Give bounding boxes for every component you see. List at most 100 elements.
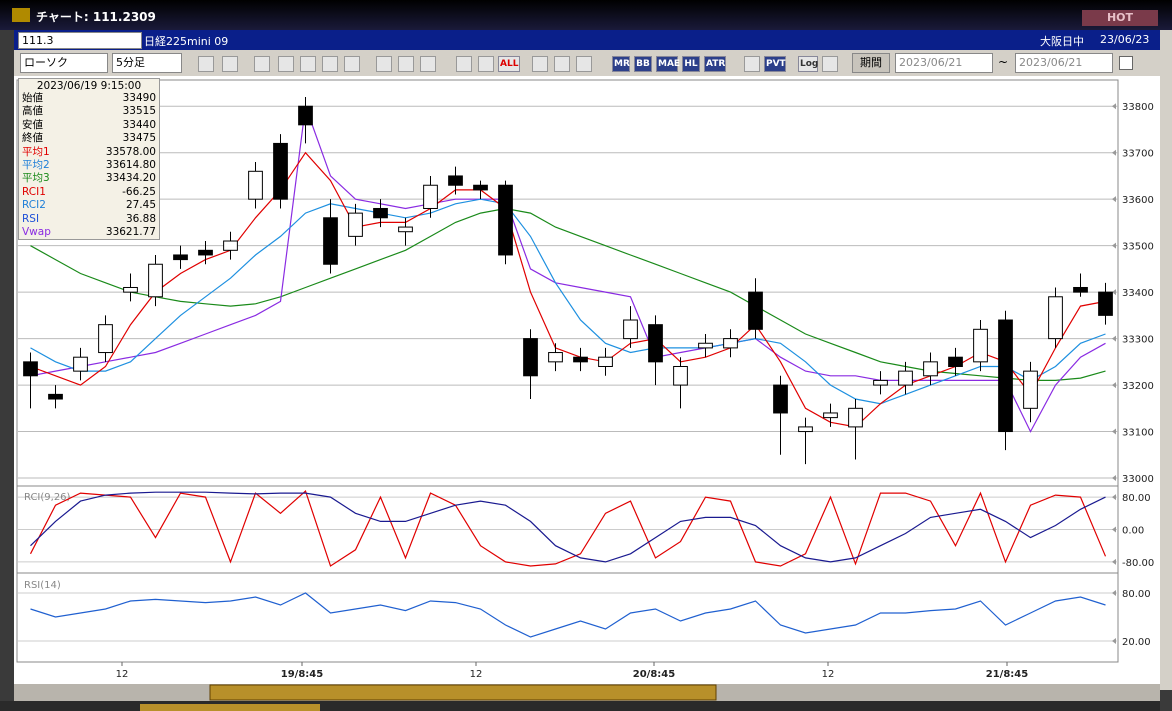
hl-button[interactable]: HL — [682, 56, 700, 72]
chart-type-select[interactable]: ローソク — [20, 53, 108, 73]
chart: 33000 33100 33200 33300 33400 33500 33600 33700… — [0, 76, 1160, 711]
y-tick-label: 33000 — [1122, 474, 1154, 485]
y-tick-label: 33600 — [1122, 195, 1154, 206]
info-value: 33515 — [122, 105, 156, 118]
candle-body — [873, 379, 888, 386]
interval-select[interactable]: 5分足 — [112, 53, 182, 73]
indicator-line — [29, 489, 1107, 567]
mr-button[interactable]: MR — [612, 56, 630, 72]
tool-icon[interactable] — [456, 56, 472, 72]
indicator-line — [30, 491, 1106, 563]
info-value: 33578.00 — [105, 145, 156, 158]
info-value: 33475 — [122, 132, 156, 145]
tool-icon[interactable] — [376, 56, 392, 72]
symbol-code[interactable]: 111.3 — [18, 32, 142, 49]
candle-body — [523, 338, 538, 377]
tool-icon[interactable] — [478, 56, 494, 72]
tool-icon[interactable] — [554, 56, 570, 72]
tool-icon[interactable] — [744, 56, 760, 72]
mae-button[interactable]: MAE — [656, 56, 680, 72]
date-from[interactable]: 2023/06/21 — [895, 53, 993, 73]
date: 23/06/23 — [1100, 33, 1150, 46]
candle-body — [298, 105, 313, 126]
y-tick-label: 33800 — [1122, 102, 1154, 113]
indicator-line — [30, 592, 1106, 638]
candle-body — [998, 319, 1013, 433]
y-tick-label: 20.00 — [1122, 637, 1151, 648]
period-button[interactable]: 期間 — [852, 53, 890, 73]
candle-body — [348, 212, 363, 237]
tick-arrow — [1112, 475, 1116, 482]
info-label: 終値 — [22, 132, 43, 145]
candle-body — [798, 426, 813, 433]
y-tick-label: 33500 — [1122, 242, 1154, 253]
tool-icon[interactable] — [822, 56, 838, 72]
candle-body — [1048, 296, 1063, 340]
info-label: Vwap — [22, 226, 51, 239]
y-tick-label: 0.00 — [1122, 526, 1144, 537]
y-tick-label: 33300 — [1122, 335, 1154, 346]
candle-body — [973, 328, 988, 363]
info-label: 高値 — [22, 105, 43, 118]
tick-arrow — [1112, 335, 1116, 342]
candle-body — [248, 170, 263, 200]
symbol-bar: 111.3 日経225mini 09 大阪日中 23/06/23 — [14, 30, 1160, 50]
indicator-line — [30, 198, 1106, 405]
candle-body — [373, 207, 388, 219]
zoom-icon[interactable] — [198, 56, 214, 72]
candle-body — [473, 184, 488, 191]
candle-body — [623, 319, 638, 340]
bb-button[interactable]: BB — [634, 56, 652, 72]
candle-body — [223, 240, 238, 251]
candle-body — [923, 361, 938, 377]
checkbox[interactable] — [1119, 56, 1133, 70]
app-icon — [12, 8, 30, 22]
tool-icon[interactable] — [278, 56, 294, 72]
pvt-button[interactable]: PVT — [764, 56, 786, 72]
candle-body — [173, 254, 188, 261]
tool-icon[interactable] — [420, 56, 436, 72]
candle-body — [823, 412, 838, 419]
atr-button[interactable]: ATR — [704, 56, 726, 72]
tool-icon[interactable] — [398, 56, 414, 72]
y-tick-label: 33100 — [1122, 428, 1154, 439]
vertical-scrollbar[interactable] — [1160, 30, 1172, 690]
date-to[interactable]: 2023/06/21 — [1015, 53, 1113, 73]
info-value: 33440 — [122, 118, 156, 131]
all-button[interactable]: ALL — [498, 56, 521, 72]
candle-body — [73, 356, 88, 372]
tool-icon[interactable] — [344, 56, 360, 72]
tick-arrow — [1112, 428, 1116, 435]
candle-body — [123, 286, 138, 293]
candle-body — [773, 384, 788, 414]
info-label: 安値 — [22, 118, 43, 131]
info-row: 平均3 33434.20 — [22, 172, 156, 185]
y-tick-label: 33200 — [1122, 381, 1154, 392]
tick-arrow — [1112, 196, 1116, 203]
tool-icon[interactable] — [254, 56, 270, 72]
candle-body — [898, 370, 913, 386]
info-label: RCI2 — [22, 199, 46, 212]
candle-body — [673, 365, 688, 386]
tick-arrow — [1112, 526, 1116, 533]
tool-icon[interactable] — [532, 56, 548, 72]
info-value: 27.45 — [125, 199, 156, 212]
candle-body — [273, 142, 288, 200]
info-label: RCI1 — [22, 185, 46, 198]
plot-frame — [16, 79, 1119, 663]
candle-body — [723, 338, 738, 349]
tool-icon[interactable] — [322, 56, 338, 72]
tick-arrow — [1112, 242, 1116, 249]
tool-icon[interactable] — [576, 56, 592, 72]
log-button[interactable]: Log — [798, 56, 818, 72]
overview-thumb[interactable] — [209, 684, 717, 701]
tool-icon[interactable] — [222, 56, 238, 72]
candle-body — [148, 263, 163, 298]
candle-body — [1098, 291, 1113, 316]
hot-button[interactable]: HOT — [1082, 10, 1158, 26]
tool-icon[interactable] — [300, 56, 316, 72]
candle-body — [748, 291, 763, 330]
tick-arrow — [1112, 382, 1116, 389]
info-label: 平均1 — [22, 145, 50, 158]
